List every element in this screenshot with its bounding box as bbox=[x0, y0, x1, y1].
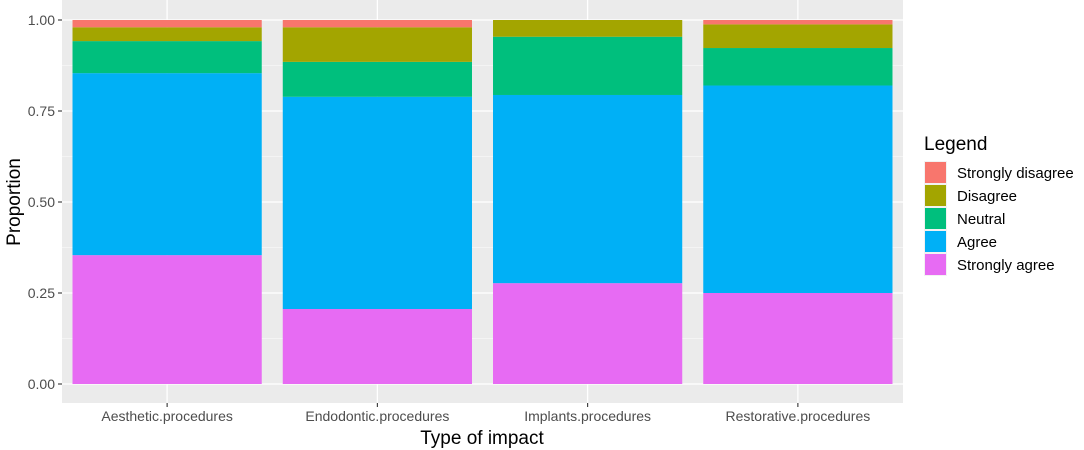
y-tick-label: 0.25 bbox=[28, 285, 55, 301]
y-tick-label: 0.75 bbox=[28, 103, 55, 119]
bar-segment-strongly-agree bbox=[282, 309, 472, 384]
bar-segment-strongly-disagree bbox=[282, 20, 472, 28]
bar-segment-strongly-disagree bbox=[72, 20, 262, 28]
x-axis: Aesthetic.procedures Endodontic.procedure… bbox=[101, 403, 870, 424]
y-tick-label: 0.00 bbox=[28, 376, 55, 392]
bar-segment-strongly-agree bbox=[493, 283, 683, 384]
legend-label-strongly-agree: Strongly agree bbox=[957, 257, 1055, 274]
bar-segment-strongly-agree bbox=[72, 255, 262, 384]
x-tick-label: Aesthetic.procedures bbox=[101, 408, 233, 424]
bar-segment-neutral bbox=[493, 36, 683, 95]
legend-title: Legend bbox=[924, 134, 987, 155]
bars bbox=[72, 20, 893, 384]
bar-segment-strongly-agree bbox=[703, 293, 893, 384]
legend-swatch-strongly-agree bbox=[925, 254, 946, 275]
x-axis-title: Type of impact bbox=[420, 428, 544, 449]
legend-swatch-neutral bbox=[925, 208, 946, 229]
y-tick-label: 0.50 bbox=[28, 194, 55, 210]
bar-segment-neutral bbox=[72, 41, 262, 74]
y-axis-title: Proportion bbox=[4, 158, 25, 246]
bar-segment-agree bbox=[282, 96, 472, 310]
bar-segment-disagree bbox=[72, 27, 262, 42]
legend-label-neutral: Neutral bbox=[957, 211, 1005, 228]
legend: Legend Strongly disagree Disagree Neutral A… bbox=[924, 134, 1074, 276]
y-tick-label: 1.00 bbox=[28, 12, 55, 28]
x-tick-label: Endodontic.procedures bbox=[305, 408, 449, 424]
x-tick-label: Restorative.procedures bbox=[726, 408, 871, 424]
bar-segment-disagree bbox=[703, 24, 893, 49]
x-tick-label: Implants.procedures bbox=[524, 408, 651, 424]
legend-label-disagree: Disagree bbox=[957, 188, 1017, 205]
bar-segment-agree bbox=[72, 73, 262, 256]
legend-label-strongly-disagree: Strongly disagree bbox=[957, 165, 1074, 182]
bar-segment-strongly-disagree bbox=[703, 20, 893, 25]
bar-segment-agree bbox=[493, 94, 683, 284]
legend-swatch-disagree bbox=[925, 185, 946, 206]
legend-label-agree: Agree bbox=[957, 234, 997, 251]
bar-segment-neutral bbox=[703, 48, 893, 86]
legend-swatch-strongly-disagree bbox=[925, 162, 946, 183]
bar-segment-agree bbox=[703, 85, 893, 294]
bar-segment-neutral bbox=[282, 61, 472, 97]
bar-segment-disagree bbox=[493, 20, 683, 37]
bar-segment-disagree bbox=[282, 27, 472, 62]
legend-swatch-agree bbox=[925, 231, 946, 252]
y-axis: 0.00 0.25 0.50 0.75 1.00 bbox=[28, 12, 62, 392]
